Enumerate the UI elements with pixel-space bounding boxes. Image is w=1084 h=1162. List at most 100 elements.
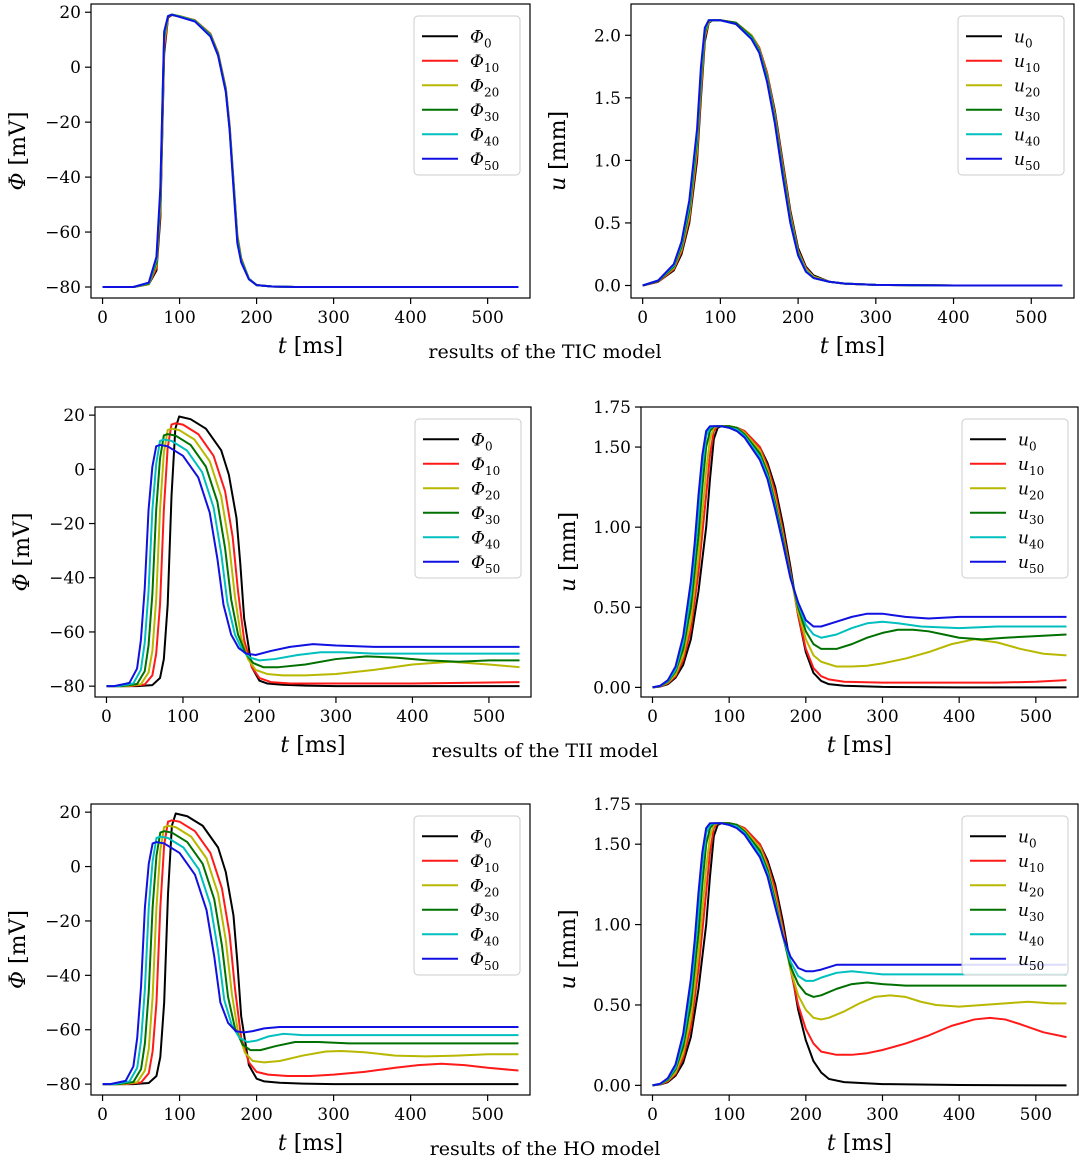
y-tick-label: 1.75 bbox=[593, 795, 631, 815]
legend-label-30: Φ30 bbox=[470, 901, 499, 924]
y-tick-label: 0.00 bbox=[593, 678, 631, 698]
legend-label-20: u20 bbox=[1018, 876, 1044, 899]
legend-label-0: u0 bbox=[1018, 827, 1037, 850]
y-tick-label: −80 bbox=[45, 1075, 81, 1095]
legend-label-20: Φ20 bbox=[470, 76, 499, 99]
y-tick-label: −40 bbox=[45, 168, 81, 188]
series-line-50 bbox=[652, 822, 1067, 1087]
x-tick-label: 400 bbox=[943, 1105, 975, 1125]
legend-label-30: Φ30 bbox=[471, 504, 500, 527]
legend-box bbox=[961, 815, 1069, 976]
y-axis-label: Φ [mV] bbox=[6, 112, 31, 191]
plot-frame bbox=[640, 803, 1079, 1096]
legend-label-10: u10 bbox=[1018, 455, 1044, 478]
legend-label-20: Φ20 bbox=[470, 876, 499, 899]
legend-label-50: Φ50 bbox=[470, 150, 499, 173]
legend-label-30: u30 bbox=[1018, 504, 1044, 527]
legend-label-40: Φ40 bbox=[471, 528, 500, 551]
legend-label-50: u50 bbox=[1014, 150, 1040, 173]
y-tick-label: −60 bbox=[45, 1021, 81, 1041]
x-tick-label: 200 bbox=[240, 308, 272, 328]
y-tick-label: −20 bbox=[45, 912, 81, 932]
y-tick-label: 1.5 bbox=[594, 89, 621, 109]
x-tick-label: 500 bbox=[1020, 1105, 1052, 1125]
x-tick-label: 400 bbox=[394, 308, 426, 328]
series-line-40 bbox=[652, 822, 1067, 1087]
x-tick-label: 0 bbox=[647, 1105, 658, 1125]
legend-label-0: Φ0 bbox=[470, 827, 492, 850]
y-tick-label: 1.00 bbox=[593, 518, 631, 538]
series-line-10 bbox=[652, 425, 1067, 689]
legend-label-0: u0 bbox=[1018, 430, 1037, 453]
legend-label-20: u20 bbox=[1018, 479, 1044, 502]
x-tick-label: 0 bbox=[637, 308, 648, 328]
x-tick-label: 0 bbox=[97, 308, 108, 328]
legend-label-30: u30 bbox=[1018, 901, 1044, 924]
x-tick-label: 0 bbox=[647, 707, 658, 727]
legend-label-40: Φ40 bbox=[470, 125, 499, 148]
x-tick-label: 100 bbox=[163, 308, 195, 328]
series-line-50 bbox=[102, 841, 519, 1086]
x-tick-label: 500 bbox=[471, 308, 503, 328]
y-tick-label: 20 bbox=[59, 803, 81, 823]
series-line-0 bbox=[106, 415, 520, 688]
legend-label-10: Φ10 bbox=[471, 455, 500, 478]
x-tick-label: 300 bbox=[866, 707, 898, 727]
x-tick-label: 500 bbox=[1015, 308, 1047, 328]
y-tick-label: −60 bbox=[49, 623, 85, 643]
legend-label-20: u20 bbox=[1014, 76, 1040, 99]
x-tick-label: 300 bbox=[320, 707, 352, 727]
x-tick-label: 400 bbox=[937, 308, 969, 328]
x-axis-label: t [ms] bbox=[827, 1131, 892, 1156]
y-tick-label: 0.0 bbox=[594, 276, 621, 296]
y-tick-label: 1.00 bbox=[593, 916, 631, 936]
x-tick-label: 100 bbox=[713, 1105, 745, 1125]
legend-label-0: Φ0 bbox=[471, 430, 493, 453]
legend-label-40: u40 bbox=[1018, 528, 1044, 551]
y-tick-label: 2.0 bbox=[594, 26, 621, 46]
y-tick-label: −20 bbox=[45, 113, 81, 133]
y-tick-label: −40 bbox=[49, 569, 85, 589]
chart-tii-phi: 0 100 200 300 400 500 −80 −60 −40 −20 0 20 t [ms] Φ [… bbox=[10, 406, 532, 758]
x-tick-label: 500 bbox=[471, 1105, 503, 1125]
legend-box bbox=[414, 418, 522, 579]
x-axis-label: t [ms] bbox=[827, 733, 892, 758]
caption-tii: results of the TII model bbox=[432, 740, 658, 762]
legend-label-0: u0 bbox=[1014, 27, 1033, 50]
legend-label-30: Φ30 bbox=[470, 101, 499, 124]
x-tick-label: 100 bbox=[713, 707, 745, 727]
x-tick-label: 200 bbox=[782, 308, 814, 328]
legend-label-0: Φ0 bbox=[470, 27, 492, 50]
y-tick-label: 1.50 bbox=[593, 835, 631, 855]
y-tick-label: −60 bbox=[45, 223, 81, 243]
y-tick-label: 0.5 bbox=[594, 214, 621, 234]
series-line-30 bbox=[106, 433, 520, 688]
legend-box bbox=[961, 418, 1069, 579]
y-tick-label: 1.0 bbox=[594, 151, 621, 171]
y-tick-label: 20 bbox=[63, 406, 85, 426]
caption-ho: results of the HO model bbox=[430, 1138, 661, 1160]
y-tick-label: 0 bbox=[70, 58, 81, 78]
legend-label-50: u50 bbox=[1018, 553, 1044, 576]
legend-label-20: Φ20 bbox=[471, 479, 500, 502]
legend-label-50: Φ50 bbox=[470, 950, 499, 973]
x-tick-label: 200 bbox=[240, 1105, 272, 1125]
chart-ho-u: 0 100 200 300 400 500 0.00 0.50 1.00 1.50 1.75 t [m… bbox=[556, 795, 1079, 1156]
legend-label-10: Φ10 bbox=[470, 52, 499, 75]
legend-box bbox=[957, 15, 1065, 176]
y-axis-label: u [mm] bbox=[546, 111, 571, 191]
legend-label-40: Φ40 bbox=[470, 925, 499, 948]
x-tick-label: 0 bbox=[97, 1105, 108, 1125]
chart-ho-phi: 0 100 200 300 400 500 −80 −60 −40 −20 0 20 t [ms] Φ [… bbox=[6, 803, 531, 1156]
y-axis-label: Φ [mV] bbox=[10, 513, 35, 592]
y-axis-label: Φ [mV] bbox=[6, 910, 31, 989]
y-tick-label: 0.50 bbox=[593, 598, 631, 618]
x-tick-label: 100 bbox=[167, 707, 199, 727]
series-line-20 bbox=[106, 427, 520, 688]
legend-label-50: Φ50 bbox=[471, 553, 500, 576]
y-tick-label: 1.50 bbox=[593, 438, 631, 458]
plot-frame bbox=[90, 3, 531, 299]
